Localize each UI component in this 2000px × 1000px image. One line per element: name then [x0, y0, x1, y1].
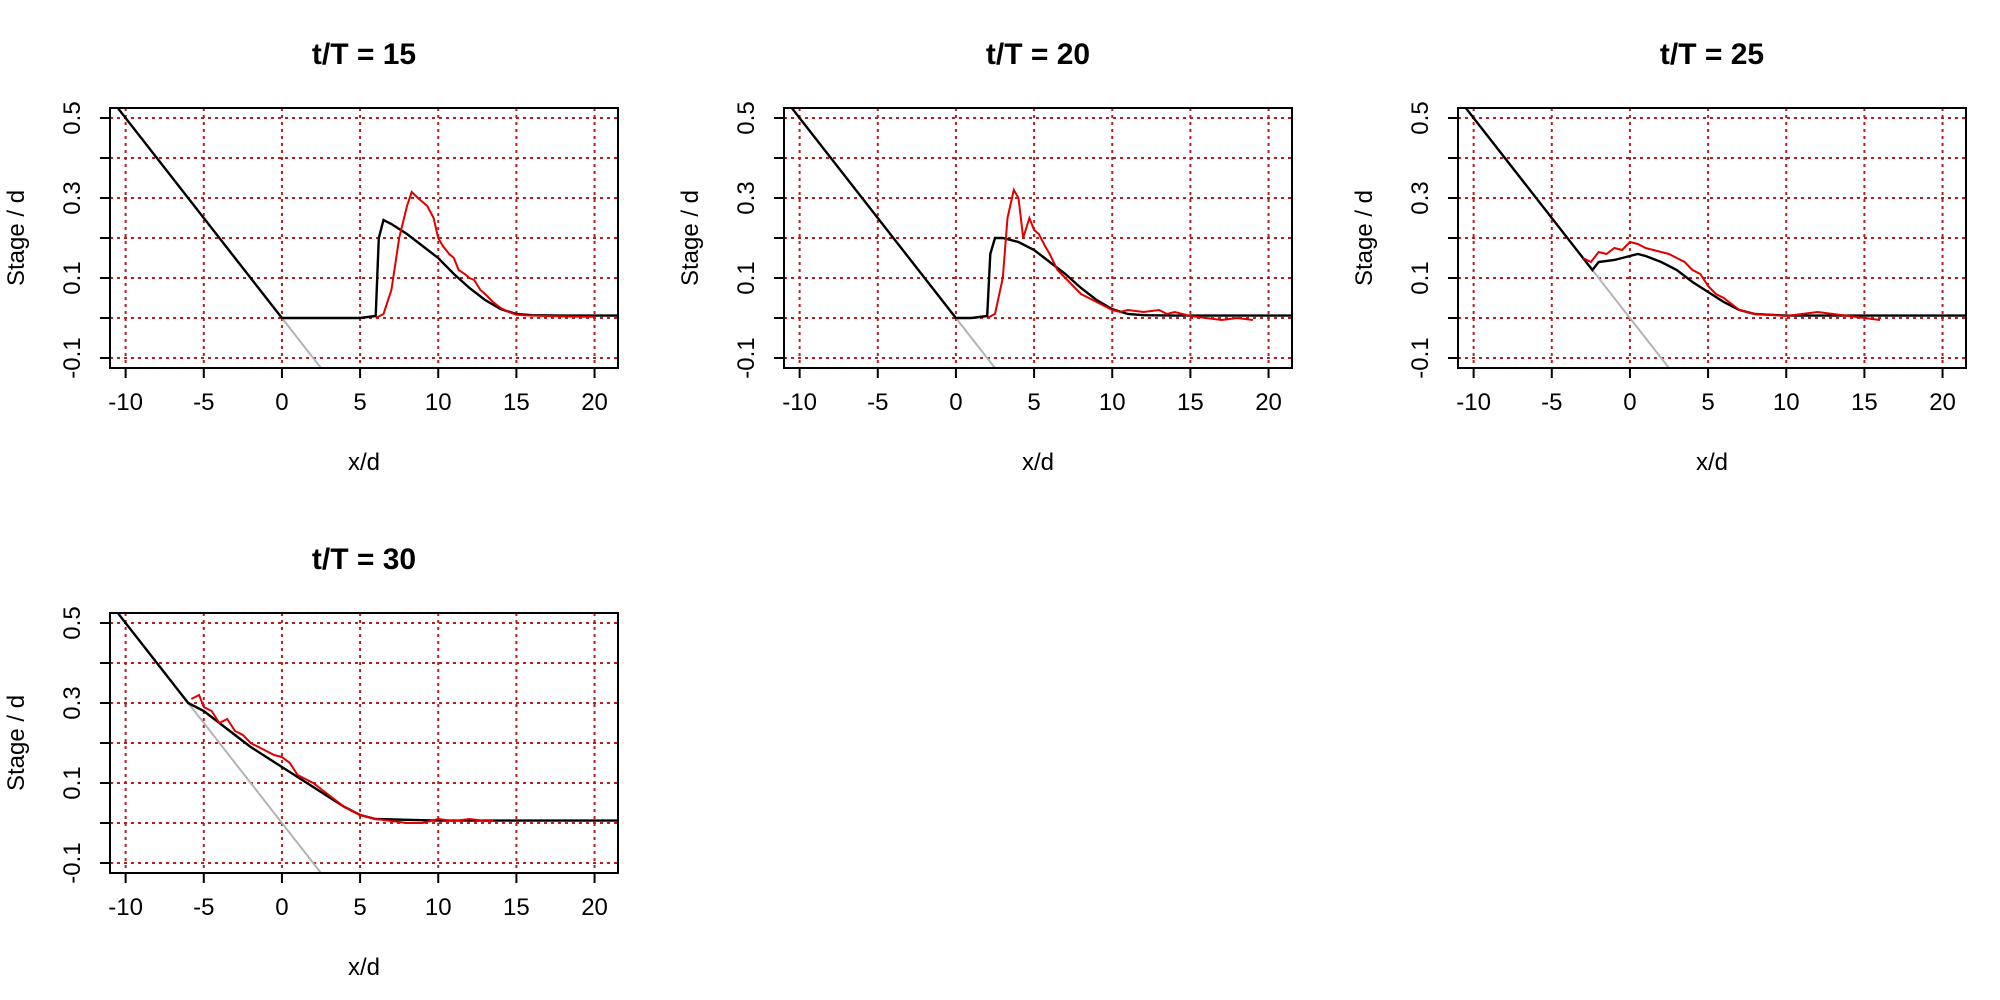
series-observed-line: [1582, 240, 1881, 321]
x-axis-label: x/d: [348, 954, 380, 981]
y-tick-label: 0.5: [59, 101, 86, 134]
x-tick-label: -5: [867, 389, 888, 416]
series-model-line: [790, 108, 1292, 320]
panel-3: -10 -5 0 5 10 15 20 -0.1 0.1 0.3 0.5 t/T = 25 x/d Sta…: [1351, 38, 1967, 476]
series-bed-line: [281, 317, 322, 368]
x-tick-label: 0: [275, 894, 288, 921]
y-tick-label: 0.5: [1407, 101, 1434, 134]
x-tick-label: -10: [1456, 389, 1491, 416]
x-tick-label: 5: [353, 389, 366, 416]
x-axis-label: x/d: [1022, 449, 1054, 476]
series-bed-line: [1591, 269, 1670, 368]
x-tick-label: 15: [1851, 389, 1878, 416]
y-tick-label: 0.1: [59, 766, 86, 799]
x-axis-label: x/d: [348, 449, 380, 476]
y-tick-label: 0.3: [59, 686, 86, 719]
x-tick-label: 15: [503, 389, 530, 416]
x-axis-label: x/d: [1696, 449, 1728, 476]
x-tick-label: 10: [425, 389, 452, 416]
y-tick-label: 0.3: [1407, 181, 1434, 214]
y-tick-label: 0.5: [733, 101, 760, 134]
x-tick-label: 20: [581, 389, 608, 416]
y-axis-label: Stage / d: [3, 190, 30, 286]
series-bed-line: [955, 317, 996, 368]
y-axis-label: Stage / d: [1351, 190, 1378, 286]
x-tick-label: 5: [1027, 389, 1040, 416]
x-tick-label: 10: [1099, 389, 1126, 416]
x-tick-label: 20: [581, 894, 608, 921]
x-tick-label: 5: [1701, 389, 1714, 416]
y-axis-label: Stage / d: [677, 190, 704, 286]
x-tick-label: 20: [1255, 389, 1282, 416]
y-tick-label: 0.1: [733, 261, 760, 294]
y-tick-label: -0.1: [59, 337, 86, 378]
series-bed-line: [187, 702, 322, 873]
x-tick-label: 20: [1929, 389, 1956, 416]
y-tick-label: 0.3: [733, 181, 760, 214]
x-tick-label: 5: [353, 894, 366, 921]
y-axis-label: Stage / d: [3, 695, 30, 791]
chart-title: t/T = 25: [1660, 38, 1764, 71]
x-tick-label: 10: [425, 894, 452, 921]
panel-1: -10 -5 0 5 10 15 20 -0.1 0.1 0.3 0.5 t/T = 15 x/d Sta…: [3, 38, 619, 476]
chart-title: t/T = 20: [986, 38, 1090, 71]
chart-title: t/T = 30: [312, 543, 416, 576]
panel-2: -10 -5 0 5 10 15 20 -0.1 0.1 0.3 0.5 t/T = 20 x/d Sta…: [677, 38, 1293, 476]
x-tick-label: 15: [503, 894, 530, 921]
y-tick-label: -0.1: [733, 337, 760, 378]
y-tick-label: 0.5: [59, 606, 86, 639]
series-observed-line: [986, 187, 1254, 322]
x-tick-label: -5: [193, 389, 214, 416]
x-tick-label: 15: [1177, 389, 1204, 416]
x-tick-label: -5: [1541, 389, 1562, 416]
chart-title: t/T = 15: [312, 38, 416, 71]
series-observed-line: [375, 190, 595, 319]
x-tick-label: 0: [949, 389, 962, 416]
x-tick-label: -10: [108, 389, 143, 416]
series-model-line: [1464, 108, 1966, 317]
x-tick-label: -10: [782, 389, 817, 416]
y-tick-label: 0.1: [59, 261, 86, 294]
x-tick-label: 10: [1773, 389, 1800, 416]
y-tick-label: 0.3: [59, 181, 86, 214]
y-tick-label: 0.1: [1407, 261, 1434, 294]
y-tick-label: -0.1: [59, 842, 86, 883]
x-tick-label: -10: [108, 894, 143, 921]
x-tick-label: 0: [275, 389, 288, 416]
x-tick-label: 0: [1623, 389, 1636, 416]
x-tick-label: -5: [193, 894, 214, 921]
series-observed-line: [190, 693, 493, 824]
y-tick-label: -0.1: [1407, 337, 1434, 378]
series-model-line: [116, 108, 618, 320]
series-model-line: [116, 613, 618, 822]
panel-4: -10 -5 0 5 10 15 20 -0.1 0.1 0.3 0.5 t/T = 30 x/d Sta…: [3, 543, 619, 981]
